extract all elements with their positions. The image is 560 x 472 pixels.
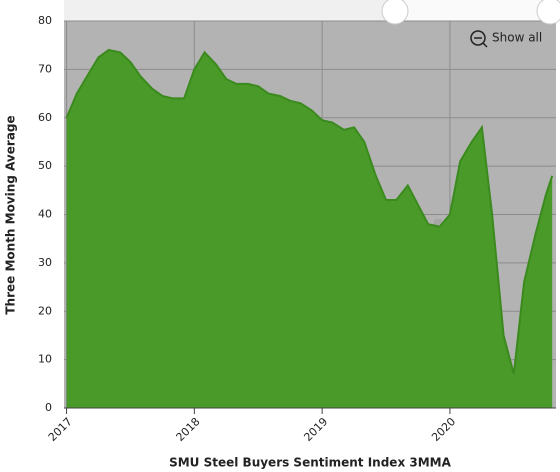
button-label[interactable]: Show all bbox=[492, 31, 542, 45]
y-tick-label: 70 bbox=[38, 62, 52, 75]
navigator-window[interactable] bbox=[395, 0, 550, 21]
show-all-button[interactable]: Show all bbox=[470, 30, 542, 48]
y-tick-label: 60 bbox=[38, 111, 52, 124]
x-tick-label: 2018 bbox=[174, 415, 203, 444]
area-line bbox=[65, 48, 554, 375]
y-tick-label: 0 bbox=[45, 401, 52, 414]
y-tick-label: 10 bbox=[38, 353, 52, 366]
y-tick-label: 50 bbox=[38, 159, 52, 172]
x-tick-label: 2017 bbox=[46, 415, 75, 444]
zoom-icon bbox=[470, 30, 486, 46]
y-axis-label: Three Month Moving Average bbox=[4, 115, 18, 314]
x-axis-label: SMU Steel Buyers Sentiment Index 3MMA bbox=[169, 456, 452, 470]
y-tick-label: 20 bbox=[38, 304, 52, 317]
y-tick-label: 40 bbox=[38, 208, 52, 221]
navigator-handle[interactable] bbox=[536, 0, 560, 25]
area bbox=[66, 50, 553, 408]
navigator-handle[interactable] bbox=[381, 0, 409, 25]
x-tick-label: 2019 bbox=[301, 415, 330, 444]
y-tick-label: 80 bbox=[38, 14, 52, 27]
x-tick-label: 2020 bbox=[429, 415, 458, 444]
plot-area: STEEL MARKET UPDATE bbox=[64, 20, 556, 409]
zoom-icon bbox=[482, 42, 488, 48]
y-tick-label: 30 bbox=[38, 256, 52, 269]
